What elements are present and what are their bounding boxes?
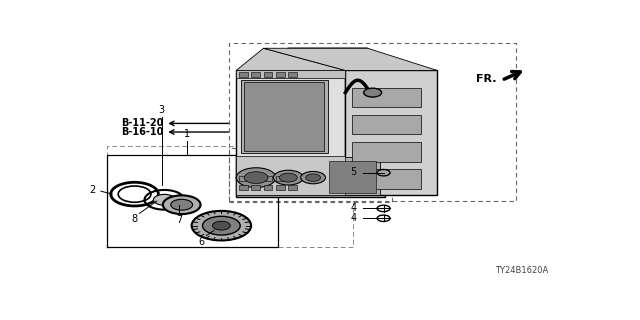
Bar [264,176,273,181]
Circle shape [280,173,297,182]
Bar [251,176,260,181]
Bar [241,80,328,153]
Bar [276,72,285,77]
Bar [251,185,260,190]
Polygon shape [264,48,367,70]
Circle shape [301,172,326,184]
Circle shape [163,195,200,214]
Polygon shape [236,48,346,70]
Bar [244,82,324,150]
Bar [352,88,421,108]
Polygon shape [264,48,437,70]
Circle shape [236,168,276,188]
Polygon shape [236,70,346,195]
Bar [352,142,421,162]
Text: 2: 2 [89,185,95,195]
Bar [236,70,346,78]
Bar [251,72,260,77]
Text: 6: 6 [198,237,205,247]
Bar [239,176,248,181]
Circle shape [273,170,303,185]
Bar [264,185,273,190]
Bar [352,115,421,134]
Circle shape [364,88,381,97]
Bar [288,72,297,77]
Bar [276,176,285,181]
Text: 1: 1 [184,129,189,140]
Circle shape [154,194,175,205]
Circle shape [171,199,193,210]
Circle shape [191,211,251,240]
Text: B-16-10: B-16-10 [121,127,163,137]
Bar [276,185,285,190]
Circle shape [212,221,230,230]
Bar [239,185,248,190]
Circle shape [202,216,240,235]
Circle shape [306,174,321,181]
Bar [329,161,376,193]
Text: 7: 7 [176,215,182,225]
Text: 8: 8 [131,214,138,224]
Text: 5: 5 [351,167,356,177]
Bar [288,185,297,190]
Bar [239,72,248,77]
Text: 4: 4 [351,212,356,222]
Bar [352,169,421,189]
Polygon shape [346,70,437,195]
Bar [236,154,385,197]
Circle shape [244,172,268,184]
Text: 4: 4 [351,203,356,213]
Bar [236,156,346,195]
Text: TY24B1620A: TY24B1620A [495,266,548,275]
Text: B-11-20: B-11-20 [121,118,163,128]
Text: FR.: FR. [476,74,497,84]
Bar [326,157,380,195]
Bar [264,72,273,77]
Text: 3: 3 [159,105,165,115]
